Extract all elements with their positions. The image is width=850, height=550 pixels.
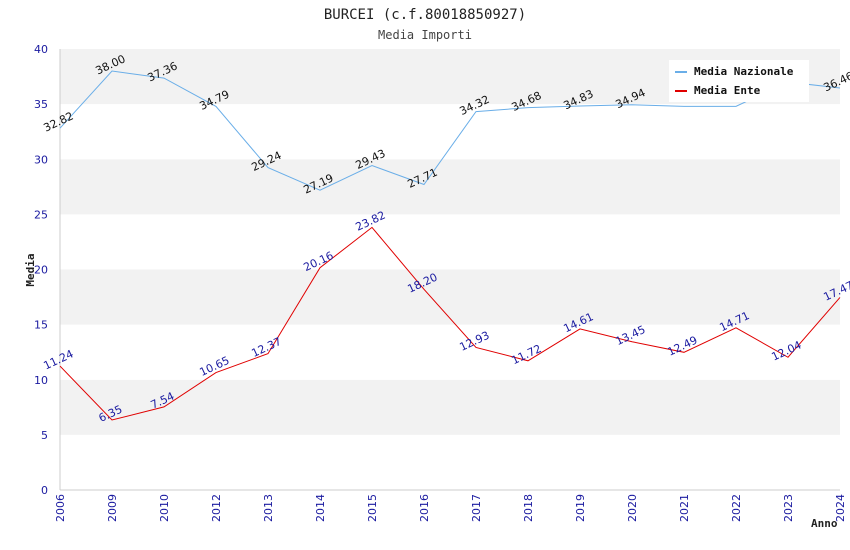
grid-band: [60, 434, 840, 490]
x-axis-ticks: 2006 2009 2010 2012 2013 2014 2015 2016 2017 2018…: [54, 494, 847, 522]
legend-label-ente: Media Ente: [694, 84, 761, 97]
y-tick-label: 20: [34, 264, 48, 277]
x-tick-label: 2018: [522, 494, 535, 522]
x-tick-label: 2020: [626, 494, 639, 522]
y-tick-label: 10: [34, 374, 48, 387]
x-tick-label: 2015: [366, 494, 379, 522]
x-tick-label: 2014: [314, 494, 327, 522]
y-tick-label: 40: [34, 43, 48, 56]
x-tick-label: 2022: [730, 494, 743, 522]
x-tick-label: 2024: [834, 494, 847, 522]
x-tick-label: 2017: [470, 494, 483, 522]
series-line-media-nazionale: [59, 70, 841, 191]
grid-band: [60, 104, 840, 160]
x-tick-label: 2006: [54, 494, 67, 522]
legend-label-nazionale: Media Nazionale: [694, 65, 794, 78]
grid-band: [60, 269, 840, 325]
y-tick-label: 30: [34, 153, 48, 166]
x-tick-label: 2009: [106, 494, 119, 522]
grid-band: [60, 159, 840, 215]
x-tick-label: 2010: [158, 494, 171, 522]
x-tick-label: 2019: [574, 494, 587, 522]
chart-subtitle: Media Importi: [378, 28, 472, 42]
x-tick-label: 2016: [418, 494, 431, 522]
grid-band: [60, 379, 840, 435]
x-axis-label: Anno: [811, 517, 838, 530]
y-tick-label: 25: [34, 208, 48, 221]
grid-band: [60, 214, 840, 270]
x-tick-label: 2012: [210, 494, 223, 522]
y-axis-ticks: 0 5 10 15 20 25 30 35 40: [34, 43, 48, 497]
y-tick-label: 15: [34, 319, 48, 332]
y-tick-label: 0: [41, 484, 48, 497]
grid-bands: [60, 49, 840, 490]
series-line-media-ente: [59, 226, 841, 421]
x-tick-label: 2021: [678, 494, 691, 522]
y-axis-label: Media: [24, 253, 37, 286]
chart-title: BURCEI (c.f.80018850927): [324, 7, 526, 23]
x-tick-label: 2023: [782, 494, 795, 522]
legend-box: [669, 60, 809, 102]
series-lines: [59, 70, 841, 421]
x-tick-label: 2013: [262, 494, 275, 522]
grid-band: [60, 324, 840, 380]
y-tick-label: 35: [34, 98, 48, 111]
y-tick-label: 5: [41, 429, 48, 442]
legend: Media Nazionale Media Ente: [669, 60, 809, 102]
